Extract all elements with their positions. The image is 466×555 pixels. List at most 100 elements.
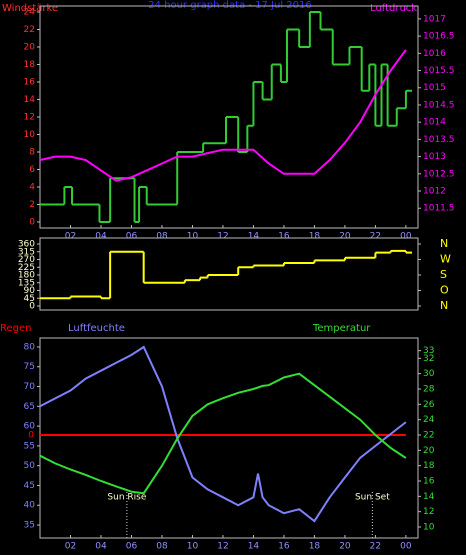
y2-tick-label: 24: [423, 415, 435, 425]
x-tick-label: 02: [65, 542, 76, 552]
y2-tick-label: 10: [423, 523, 435, 533]
y-tick-label: 35: [24, 521, 35, 531]
x-tick-label: 22: [370, 232, 381, 242]
legend-label: Luftfeuchte: [68, 323, 125, 334]
legend-label: Regen: [0, 323, 32, 334]
y-tick-label: 40: [24, 501, 36, 511]
y2-tick-label: 1017: [423, 14, 446, 24]
y2-tick-label: 1012: [423, 187, 446, 197]
series-line: [39, 345, 407, 523]
y-tick-label: 50: [24, 461, 36, 471]
y2-tick-label: 12: [423, 507, 434, 517]
y2-tick-label: 1013.5: [423, 135, 455, 145]
y-tick-label: 4: [29, 183, 35, 193]
y2-tick-label: 1013: [423, 152, 446, 162]
x-tick-label: 20: [339, 232, 351, 242]
y2-tick-label: O: [440, 284, 449, 297]
y2-tick-label: 1016.5: [423, 32, 455, 42]
x-tick-label: 02: [65, 232, 76, 242]
y2-tick-label: 30: [423, 369, 435, 379]
y2-tick-label: 16: [423, 477, 435, 487]
y2-tick-label: 18: [423, 461, 435, 471]
x-tick-label: 16: [278, 542, 290, 552]
x-tick-label: 08: [156, 232, 168, 242]
y-tick-label: 270: [18, 255, 35, 265]
y2-tick-label: 22: [423, 431, 434, 441]
x-tick-label: 12: [217, 232, 228, 242]
y2-tick-label: 33: [423, 346, 434, 356]
x-tick-label: 14: [248, 542, 260, 552]
y2-axis-label: Luftdruck: [370, 3, 417, 14]
y-tick-label: 20: [24, 43, 36, 53]
x-tick-label: 22: [370, 542, 381, 552]
y-tick-label: 60: [24, 422, 36, 432]
y-tick-label: 135: [18, 278, 35, 288]
y-tick-label: 180: [18, 271, 35, 281]
y2-tick-label: N: [440, 237, 448, 250]
y-tick-label: 0: [29, 218, 35, 228]
y-tick-label: 8: [29, 148, 35, 158]
x-tick-label: 00: [400, 232, 412, 242]
y-tick-label: 315: [18, 247, 35, 257]
y2-tick-label: 32: [423, 354, 434, 364]
y-tick-label: 12: [24, 113, 35, 123]
y-tick-label: 24: [24, 8, 36, 18]
y2-tick-label: 1011.5: [423, 204, 455, 214]
annotation: Sun Rise: [107, 493, 146, 503]
y2-tick-label: 20: [423, 446, 435, 456]
x-tick-label: 06: [126, 542, 138, 552]
y2-tick-label: 1014.5: [423, 100, 455, 110]
y2-tick-label: N: [440, 299, 448, 312]
y-tick-label: 70: [24, 382, 36, 392]
y-tick-label: 18: [24, 60, 36, 70]
plot-frame: [39, 237, 419, 311]
y-tick-label: 2: [29, 200, 35, 210]
y2-tick-label: 1015.5: [423, 66, 455, 76]
x-tick-label: 08: [156, 542, 168, 552]
y-tick-label: 45: [24, 481, 35, 491]
y-tick-label: 16: [24, 78, 36, 88]
y2-tick-label: S: [440, 268, 447, 281]
y-tick-label: 65: [24, 402, 35, 412]
y-tick-label: 80: [24, 342, 36, 352]
y-tick-label: 22: [24, 25, 35, 35]
y2-tick-label: 1015: [423, 83, 446, 93]
y2-tick-label: 26: [423, 400, 435, 410]
y2-tick-label: 1012.5: [423, 169, 455, 179]
y-tick-label: 0: [29, 302, 35, 312]
rain-tick-label: 0: [28, 431, 34, 441]
y-tick-label: 10: [24, 130, 36, 140]
y-tick-label: 75: [24, 362, 35, 372]
plot-frame: [39, 337, 419, 539]
x-tick-label: 20: [339, 542, 351, 552]
x-tick-label: 14: [248, 232, 260, 242]
y2-tick-label: 14: [423, 492, 435, 502]
annotation: Sun Set: [355, 493, 390, 503]
y2-tick-label: 1014: [423, 118, 446, 128]
y-tick-label: 360: [18, 240, 35, 250]
x-tick-label: 12: [217, 542, 228, 552]
y-tick-label: 225: [18, 263, 35, 273]
y-tick-label: 6: [29, 165, 35, 175]
x-tick-label: 18: [309, 542, 321, 552]
y-tick-label: 90: [24, 286, 36, 296]
x-tick-label: 18: [309, 232, 321, 242]
x-tick-label: 04: [95, 232, 107, 242]
y-tick-label: 45: [24, 294, 35, 304]
x-tick-label: 04: [95, 542, 107, 552]
x-tick-label: 16: [278, 232, 290, 242]
series-line: [39, 49, 407, 182]
x-tick-label: 10: [187, 542, 199, 552]
y-tick-label: 55: [24, 441, 35, 451]
x-tick-label: 10: [187, 232, 199, 242]
series-line: [39, 372, 407, 495]
y-tick-label: 14: [24, 95, 36, 105]
x-tick-label: 00: [400, 542, 412, 552]
y-axis-label: Windstärke: [2, 3, 58, 14]
y2-tick-label: W: [440, 253, 451, 266]
legend-label: Temperatur: [312, 323, 371, 334]
x-tick-label: 06: [126, 232, 138, 242]
y2-tick-label: 28: [423, 385, 435, 395]
